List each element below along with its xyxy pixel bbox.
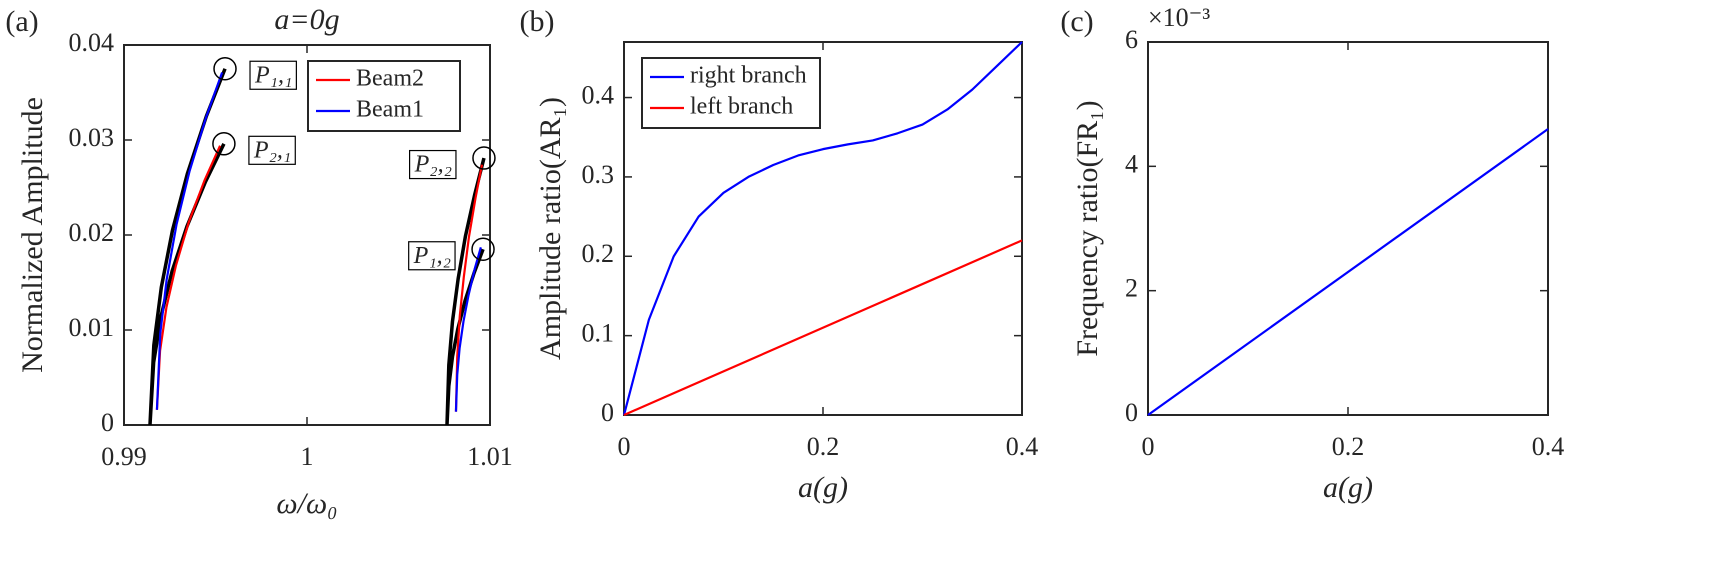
- point-label: P₁,₁: [254, 62, 292, 88]
- y-axis-label: Frequency ratio(FR₁): [1071, 100, 1104, 356]
- panel-label: (c): [1060, 5, 1093, 38]
- x-tick-label: 0.99: [101, 442, 147, 471]
- x-tick-label: 1.01: [467, 442, 513, 471]
- point-marker: [471, 237, 495, 261]
- y-tick-label: 0: [101, 408, 114, 437]
- x-tick-label: 0.4: [1532, 432, 1565, 461]
- chart-title: a=0g: [274, 3, 339, 36]
- legend-label: Beam1: [356, 97, 424, 123]
- y-tick-label: 4: [1125, 149, 1138, 178]
- series-line: [1147, 128, 1549, 416]
- x-tick-label: 1: [301, 442, 314, 471]
- y-tick-label: 2: [1125, 274, 1138, 303]
- point-label-box: [249, 60, 297, 90]
- series-line: [623, 239, 1023, 417]
- point-marker: [212, 132, 236, 156]
- series-line: [622, 41, 1023, 416]
- x-tick-label: 0.2: [1332, 432, 1365, 461]
- x-tick-label: 0.4: [1006, 432, 1039, 461]
- x-tick-label: 0: [618, 432, 631, 461]
- y-tick-label: 0.04: [69, 28, 115, 57]
- point-label-box: [408, 241, 456, 271]
- y-tick-label: 0.02: [69, 218, 115, 247]
- x-axis-label: ω/ω₀: [276, 487, 337, 520]
- y-tick-label: 0.2: [582, 239, 615, 268]
- point-label: P₁,₂: [413, 243, 451, 269]
- y-axis-label: Amplitude ratio(AR₁): [534, 97, 567, 360]
- series-line: [155, 72, 482, 412]
- point-marker: [472, 146, 496, 170]
- legend-label: left branch: [690, 94, 793, 120]
- y-tick-label: 0.03: [69, 123, 115, 152]
- y-scale-label: ×10⁻³: [1148, 3, 1210, 32]
- y-tick-label: 6: [1125, 25, 1138, 54]
- x-tick-label: 0: [1142, 432, 1155, 461]
- y-tick-label: 0.1: [582, 319, 615, 348]
- series-line: [148, 68, 486, 426]
- panel-label: (a): [5, 5, 38, 38]
- x-axis-label: a(g): [798, 471, 848, 504]
- y-tick-label: 0.4: [582, 81, 615, 110]
- point-label: P₂,₁: [253, 137, 291, 163]
- x-tick-label: 0.2: [807, 432, 840, 461]
- panel-label: (b): [520, 5, 555, 38]
- y-tick-label: 0: [1125, 398, 1138, 427]
- y-axis-label: Normalized Amplitude: [16, 97, 49, 373]
- legend-box: [641, 57, 821, 129]
- point-label: P₂,₂: [414, 152, 452, 178]
- point-marker: [213, 57, 237, 81]
- x-axis-label: a(g): [1323, 471, 1373, 504]
- y-tick-label: 0.01: [69, 313, 115, 342]
- y-tick-label: 0.3: [582, 160, 615, 189]
- point-label-box: [409, 149, 457, 180]
- point-label-box: [248, 135, 296, 165]
- legend-label: right branch: [690, 63, 807, 89]
- y-tick-label: 0: [601, 398, 614, 427]
- legend-box: [307, 60, 461, 132]
- axes-box: [1147, 41, 1549, 416]
- legend-label: Beam2: [356, 66, 424, 92]
